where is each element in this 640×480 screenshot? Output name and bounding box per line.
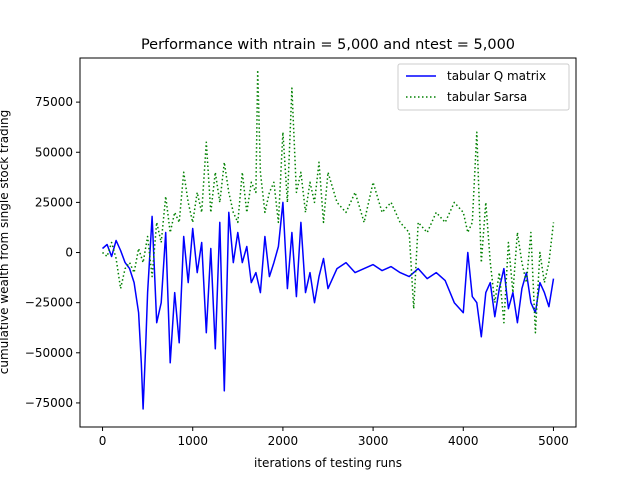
chart-title: Performance with ntrain = 5,000 and ntes…	[141, 37, 515, 53]
plot-frame	[79, 57, 577, 428]
y-tick-label: 75000	[35, 95, 73, 109]
x-axis-label: iterations of testing runs	[254, 456, 402, 470]
y-tick-label: −50000	[25, 346, 73, 360]
x-tick-label: 2000	[268, 434, 299, 448]
x-tick-label: 0	[99, 434, 107, 448]
legend-box	[397, 63, 570, 111]
y-tick-label: 0	[65, 246, 73, 260]
x-tick-label: 3000	[358, 434, 389, 448]
x-tick-label: 4000	[448, 434, 479, 448]
y-tick-label: −75000	[25, 396, 73, 410]
y-tick-label: −25000	[25, 296, 73, 310]
legend-label-sarsa: tabular Sarsa	[447, 90, 527, 104]
y-tick-label: 25000	[35, 195, 73, 209]
x-tick-label: 5000	[538, 434, 569, 448]
x-axis: 0 1000 2000 3000 4000 5000	[99, 427, 569, 448]
y-axis: −75000 −50000 −25000 0 25000 50000 75000	[25, 95, 80, 410]
legend-label-q-matrix: tabular Q matrix	[447, 69, 546, 83]
y-tick-label: 50000	[35, 145, 73, 159]
series-layer	[102, 69, 555, 410]
legend: tabular Q matrix tabular Sarsa	[397, 63, 570, 111]
y-axis-label: cumulative wealth from single stock trad…	[0, 110, 11, 374]
series-line-0	[102, 201, 555, 410]
x-tick-label: 1000	[177, 434, 208, 448]
series-line-1	[102, 69, 555, 334]
